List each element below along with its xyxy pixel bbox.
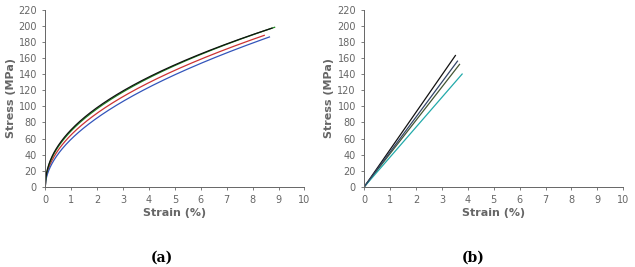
Text: (b): (b) xyxy=(462,250,485,264)
Y-axis label: Stress (MPa): Stress (MPa) xyxy=(6,58,15,138)
Y-axis label: Stress (MPa): Stress (MPa) xyxy=(324,58,335,138)
Text: (a): (a) xyxy=(150,250,173,264)
X-axis label: Strain (%): Strain (%) xyxy=(462,208,525,218)
X-axis label: Strain (%): Strain (%) xyxy=(144,208,206,218)
